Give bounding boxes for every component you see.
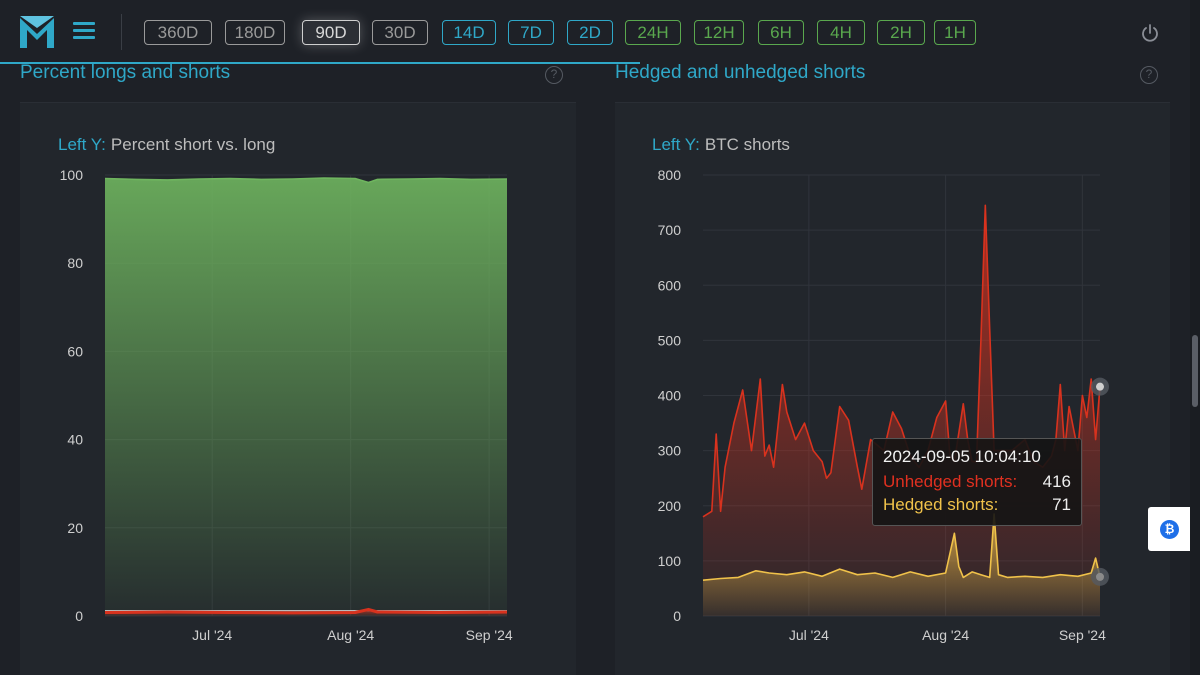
tooltip-row-hedged: Hedged shorts: 71 [883,495,1071,515]
series-area-1 [703,514,1100,616]
hover-marker [1096,382,1104,391]
active-tab-underline [0,62,640,64]
chart-tooltip: 2024-09-05 10:04:10 Unhedged shorts: 416… [872,438,1082,526]
percent-chart[interactable]: Left Y: Percent short vs. long 0 20 40 60 80 10… [20,103,576,675]
tooltip-date: 2024-09-05 10:04:10 [883,447,1041,466]
top-toolbar: 360D 180D 90D 30D 14D 7D 2D 24H 12H 6H 4H 2H 1H [0,0,1190,64]
timeframe-button-360d[interactable]: 360D [144,20,212,45]
tooltip-hedged-label: Hedged shorts: [883,495,999,514]
y-tick-label: 20 [67,520,83,536]
tooltip-unhedged-label: Unhedged shorts: [883,472,1018,491]
timeframe-button-12h[interactable]: 12H [694,20,744,45]
y-tick-label: 0 [75,608,83,624]
series-line-1[interactable] [702,513,1101,581]
axis-title-prefix: Left Y: [58,135,106,154]
axis-title-text: BTC shorts [705,135,790,154]
series-area-1 [105,609,507,616]
y-tick-label: 700 [658,222,682,238]
y-tick-label: 500 [658,332,682,348]
power-icon[interactable] [1140,23,1160,43]
y-tick-label: 200 [658,498,682,514]
help-icon[interactable]: ? [545,66,563,84]
x-tick-label: Sep '24 [1059,627,1106,643]
x-tick-label: Sep '24 [466,627,513,643]
timeframe-button-6h[interactable]: 6H [758,20,804,45]
timeframe-button-30d[interactable]: 30D [372,20,428,45]
tooltip-unhedged-value: 416 [1042,472,1071,491]
percent-chart-panel: Left Y: Percent short vs. long 0 20 40 60 80 10… [20,102,576,675]
x-tick-label: Aug '24 [922,627,969,643]
timeframe-button-2d[interactable]: 2D [567,20,613,45]
axis-title-text: Percent short vs. long [111,135,275,154]
series-area-0 [105,178,507,616]
hover-marker [1096,572,1104,581]
help-icon[interactable]: ? [1140,66,1158,84]
x-tick-label: Aug '24 [327,627,374,643]
y-tick-label: 40 [67,432,83,448]
shorts-chart[interactable]: Left Y: BTC shorts 0 100 200 300 400 500 600 700 8… [615,103,1170,675]
axis-title: Left Y: Percent short vs. long [58,135,275,154]
series-line-0[interactable] [104,177,508,184]
bitcoin-icon: ₿ [1160,520,1179,539]
timeframe-button-4h[interactable]: 4H [817,20,865,45]
shorts-chart-panel: Left Y: BTC shorts 0 100 200 300 400 500 600 700 8… [615,102,1170,675]
y-tick-label: 80 [67,255,83,271]
timeframe-button-2h[interactable]: 2H [877,20,925,45]
timeframe-button-7d[interactable]: 7D [508,20,554,45]
y-tick-label: 300 [658,443,682,459]
tooltip-hedged-value: 71 [1052,495,1071,514]
y-tick-label: 100 [658,553,682,569]
bitcoin-widget-button[interactable]: ₿ [1148,507,1190,551]
timeframe-button-24h[interactable]: 24H [625,20,681,45]
toolbar-divider [121,14,122,50]
timeframe-button-180d[interactable]: 180D [225,20,285,45]
y-tick-label: 800 [658,167,682,183]
timeframe-button-14d[interactable]: 14D [442,20,496,45]
tooltip-row-unhedged: Unhedged shorts: 416 [883,472,1071,492]
left-section-title: Percent longs and shorts [20,62,231,83]
timeframe-button-1h[interactable]: 1H [934,20,976,45]
x-tick-label: Jul '24 [192,627,232,643]
axis-title-prefix: Left Y: [652,135,700,154]
page-scrollbar-thumb[interactable] [1192,335,1198,407]
y-tick-label: 60 [67,343,83,359]
y-tick-label: 400 [658,388,682,404]
hamburger-menu-icon[interactable] [73,22,95,40]
y-tick-label: 100 [60,167,84,183]
y-tick-label: 600 [658,277,682,293]
m-logo-icon[interactable] [18,14,56,50]
right-section-title: Hedged and unhedged shorts [615,62,866,83]
y-tick-label: 0 [673,608,681,624]
x-tick-label: Jul '24 [789,627,829,643]
axis-title: Left Y: BTC shorts [652,135,790,154]
timeframe-button-90d[interactable]: 90D [302,20,360,45]
series-line-1[interactable] [104,607,508,615]
